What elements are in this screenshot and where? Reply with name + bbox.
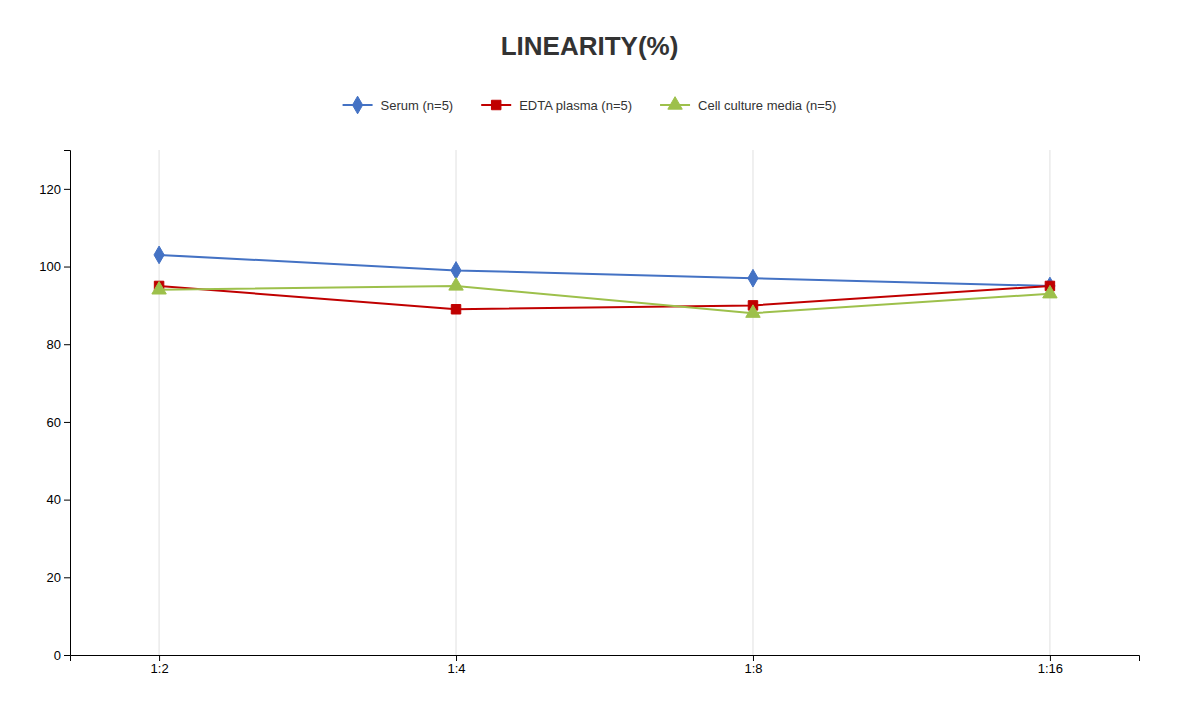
grid-line bbox=[1049, 150, 1050, 655]
y-tick-mark bbox=[64, 577, 70, 578]
plot-area bbox=[152, 246, 1057, 317]
x-tick-label: 1:16 bbox=[1038, 661, 1063, 676]
series-marker bbox=[451, 305, 460, 314]
series-marker bbox=[746, 305, 760, 317]
y-tick: 120 bbox=[39, 182, 70, 197]
y-tick-mark bbox=[64, 344, 70, 345]
grid bbox=[159, 150, 1050, 655]
y-tick-label: 80 bbox=[47, 337, 61, 352]
y-tick: 60 bbox=[47, 415, 70, 430]
y-tick-label: 40 bbox=[47, 492, 61, 507]
y-tick: 20 bbox=[47, 570, 70, 585]
y-tick-label: 120 bbox=[39, 182, 61, 197]
x-tick-mark bbox=[1050, 655, 1051, 661]
y-tick-label: 100 bbox=[39, 259, 61, 274]
grid-line bbox=[456, 150, 457, 655]
y-tick-label: 60 bbox=[47, 415, 61, 430]
chart-container: LINEARITY(%) 1:2 1:4 1:8 1:16 0 20 40 60 80 100 120… bbox=[0, 0, 1179, 705]
series-marker bbox=[449, 278, 463, 290]
x-tick-label: 1:4 bbox=[447, 661, 465, 676]
series-marker bbox=[451, 262, 461, 280]
series-line bbox=[159, 286, 1050, 309]
chart-svg: LINEARITY(%) 1:2 1:4 1:8 1:16 0 20 40 60 80 100 120… bbox=[0, 0, 1179, 705]
x-tick: 1:16 bbox=[1038, 655, 1063, 676]
series-marker bbox=[1043, 285, 1057, 297]
y-tick-mark bbox=[64, 189, 70, 190]
series-marker bbox=[748, 269, 758, 287]
y-tick-mark bbox=[64, 500, 70, 501]
series-marker bbox=[152, 282, 166, 294]
legend-label: Cell culture media (n=5) bbox=[698, 98, 836, 113]
x-axis: 1:2 1:4 1:8 1:16 bbox=[71, 655, 1140, 676]
x-tick: 1:4 bbox=[447, 655, 465, 676]
series-line bbox=[159, 286, 1050, 313]
x-tick-mark bbox=[159, 655, 160, 661]
grid-line bbox=[752, 150, 753, 655]
y-tick: 80 bbox=[47, 337, 70, 352]
y-tick: 40 bbox=[47, 492, 70, 507]
x-tick-mark bbox=[753, 655, 754, 661]
y-tick-label: 0 bbox=[54, 648, 61, 663]
legend-marker bbox=[668, 97, 682, 109]
legend-label: Serum (n=5) bbox=[381, 98, 454, 113]
series-line bbox=[159, 255, 1050, 286]
x-axis-line bbox=[71, 656, 1140, 662]
legend-item: EDTA plasma (n=5) bbox=[481, 98, 632, 113]
y-axis: 0 20 40 60 80 100 120 bbox=[39, 151, 70, 663]
x-tick: 1:2 bbox=[151, 655, 169, 676]
y-tick-mark bbox=[64, 267, 70, 268]
x-tick-label: 1:8 bbox=[744, 661, 762, 676]
y-tick-label: 20 bbox=[47, 570, 61, 585]
legend: Serum (n=5) EDTA plasma (n=5) Cell culture… bbox=[343, 96, 837, 114]
y-tick: 100 bbox=[39, 259, 70, 274]
x-tick: 1:8 bbox=[744, 655, 762, 676]
legend-marker bbox=[352, 96, 362, 114]
x-tick-label: 1:2 bbox=[151, 661, 169, 676]
y-tick: 0 bbox=[54, 648, 70, 663]
legend-item: Cell culture media (n=5) bbox=[660, 97, 836, 113]
y-axis-line bbox=[64, 151, 71, 656]
y-tick-mark bbox=[64, 655, 70, 656]
legend-label: EDTA plasma (n=5) bbox=[519, 98, 632, 113]
grid-line bbox=[159, 150, 160, 655]
title: LINEARITY(%) bbox=[501, 31, 679, 61]
x-tick-mark bbox=[456, 655, 457, 661]
legend-marker bbox=[491, 100, 500, 109]
y-tick-mark bbox=[64, 422, 70, 423]
legend-item: Serum (n=5) bbox=[343, 96, 454, 114]
series-marker bbox=[154, 246, 164, 264]
